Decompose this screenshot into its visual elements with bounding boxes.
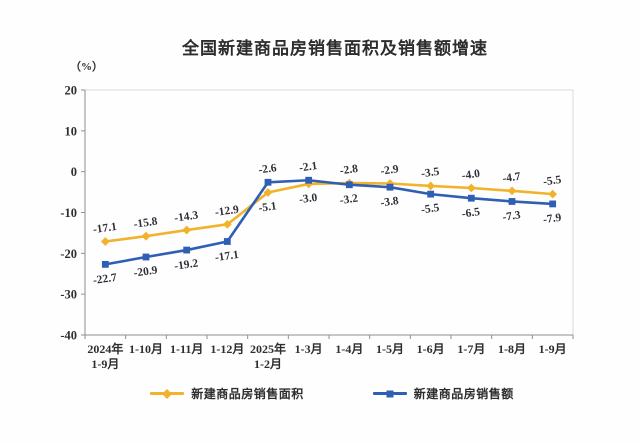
data-label: -5.1 (258, 200, 278, 214)
x-axis-tick-label: 1-8月 (498, 342, 526, 356)
x-axis-tick-label: 1-11月 (170, 342, 203, 356)
x-axis-tick-label: 1-7月 (457, 342, 485, 356)
data-point-marker (508, 198, 516, 205)
data-label: -7.9 (542, 212, 562, 226)
data-point-marker (385, 179, 395, 188)
data-point-marker (101, 260, 109, 268)
data-label: -5.5 (420, 202, 440, 216)
data-point-marker (549, 200, 557, 208)
series-line-0 (104, 181, 554, 243)
y-axis-tick-label: -30 (60, 288, 77, 302)
data-point-marker (427, 190, 435, 198)
data-label: -22.7 (92, 272, 118, 287)
data-label: -12.9 (214, 204, 240, 219)
y-axis-tick-label: -40 (60, 329, 77, 343)
data-point-marker (182, 225, 192, 235)
data-label: -15.8 (133, 216, 159, 231)
legend-label-sales-area: 新建商品房销售面积 (191, 387, 304, 401)
y-axis-tick-label: 0 (71, 165, 77, 179)
data-point-marker (305, 176, 313, 184)
legend-label-sales-amount: 新建商品房销售额 (413, 387, 514, 401)
data-point-marker (263, 188, 273, 197)
data-point-marker (264, 178, 272, 186)
data-point-marker (142, 253, 150, 261)
data-label: -3.5 (420, 166, 440, 180)
data-label: -17.1 (214, 249, 240, 264)
x-axis-tick-label: 1-4月 (335, 342, 363, 356)
sales-area-line-marker-icon (150, 392, 185, 395)
chart-title: 全国新建商品房销售面积及销售额增速 (182, 39, 488, 58)
data-point-marker (467, 194, 475, 202)
x-axis-tick-label: 1-12月 (210, 342, 244, 356)
data-label: -6.5 (461, 206, 481, 220)
legend: 新建商品房销售面积 新建商品房销售额 (0, 385, 640, 402)
y-axis-tick-label: 20 (65, 84, 78, 98)
data-label: -4.0 (461, 168, 481, 182)
x-axis-tick-label: 1-3月 (295, 342, 323, 356)
x-axis-tick-label: 1-10月 (129, 342, 163, 356)
data-label: -20.9 (133, 264, 159, 279)
y-axis-tick-label: -20 (60, 247, 77, 261)
data-label: -19.2 (174, 257, 200, 272)
data-label: -2.1 (298, 160, 318, 174)
data-label: -3.0 (298, 192, 318, 206)
data-point-marker (345, 181, 353, 189)
plot-border (84, 89, 574, 336)
data-point-marker (548, 189, 558, 199)
legend-item-sales-area: 新建商品房销售面积 (150, 385, 304, 402)
data-point-marker (100, 237, 110, 246)
data-point-marker (466, 183, 476, 193)
data-point-marker (141, 231, 151, 241)
data-label: -4.7 (502, 171, 522, 185)
data-label: -2.9 (380, 163, 400, 177)
data-point-marker (507, 186, 517, 196)
y-axis-unit-label: （%） (70, 61, 103, 73)
x-axis-tick-label: 1-6月 (417, 342, 445, 356)
x-axis-tick-label: 1-5月 (376, 342, 404, 356)
data-point-marker (223, 238, 231, 245)
data-label: -2.8 (339, 163, 359, 177)
x-axis-tick-label: 1-9月 (539, 342, 567, 356)
data-label: -17.1 (92, 221, 118, 236)
data-label: -14.3 (174, 209, 200, 224)
x-axis-tick-label: 2025年 1-2月 (250, 341, 286, 371)
y-axis-tick-label: 10 (65, 124, 78, 138)
line-chart-canvas: 20 10 0 -10 -20 -30 -40 2024年 1-9月 1-10月 1-11月 1-12… (60, 84, 574, 371)
data-point-marker (222, 219, 232, 229)
data-label: -3.2 (339, 193, 359, 207)
legend-item-sales-amount: 新建商品房销售额 (372, 385, 514, 402)
data-point-marker (386, 183, 394, 191)
data-label: -7.3 (502, 209, 522, 223)
y-axis-tick-label: -10 (60, 206, 77, 220)
sales-amount-line-marker-icon (372, 392, 407, 395)
data-label: -5.5 (542, 174, 562, 188)
data-point-marker (183, 246, 191, 254)
data-label: -3.8 (380, 195, 400, 209)
data-point-marker (426, 181, 436, 191)
series-line-1 (104, 178, 554, 266)
data-label: -2.6 (258, 162, 278, 176)
x-axis-tick-label: 2024年 1-9月 (87, 341, 123, 371)
